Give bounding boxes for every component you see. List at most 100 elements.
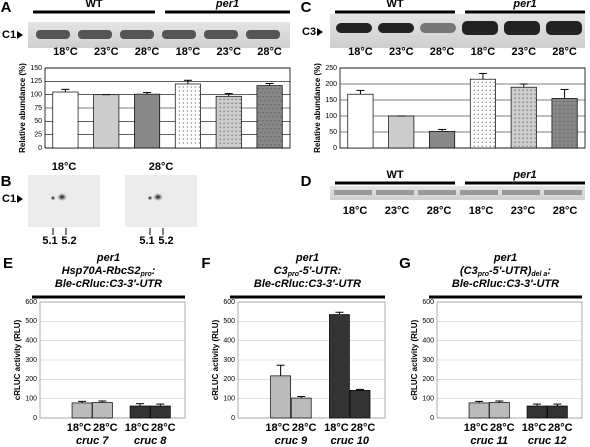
dot-pattern: [530, 105, 532, 107]
y-tick-label: 0: [430, 415, 434, 422]
error-bar: [533, 403, 542, 407]
dot-pattern: [276, 140, 278, 142]
dot-pattern: [477, 129, 479, 131]
dot-pattern: [514, 101, 516, 103]
dot-pattern: [514, 113, 516, 115]
dot-pattern: [276, 108, 278, 110]
dot-pattern: [186, 94, 188, 96]
dot-pattern: [227, 134, 229, 136]
dot-pattern: [575, 128, 577, 130]
dot-pattern: [493, 113, 495, 115]
dot-pattern: [258, 112, 260, 114]
dot-pattern: [477, 101, 479, 103]
dot-pattern: [223, 138, 225, 140]
dot-pattern: [262, 96, 264, 98]
group-label: cruc 9: [275, 435, 308, 447]
dot-pattern: [231, 102, 233, 104]
y-tick-label: 200: [325, 81, 337, 88]
dot-pattern: [258, 120, 260, 122]
dot-pattern: [231, 142, 233, 144]
error-bar: [143, 92, 152, 95]
dot-pattern: [534, 117, 536, 119]
dot-pattern: [278, 112, 280, 114]
error-bar: [475, 400, 484, 403]
x-tick-label: 18°C: [125, 422, 150, 434]
dot-pattern: [266, 104, 268, 106]
dot-pattern: [186, 102, 188, 104]
dot-pattern: [194, 94, 196, 96]
dot-pattern: [518, 125, 520, 127]
dot-pattern: [190, 118, 192, 120]
dot-pattern: [266, 112, 268, 114]
dot-pattern: [555, 144, 557, 146]
dot-pattern: [575, 140, 577, 142]
dot-pattern: [481, 137, 483, 139]
dot-pattern: [274, 112, 276, 114]
dot-pattern: [278, 88, 280, 90]
dot-pattern: [493, 97, 495, 99]
dot-pattern: [493, 117, 495, 119]
dot-pattern: [481, 113, 483, 115]
y-tick-label: 100: [30, 92, 42, 99]
dot-pattern: [268, 108, 270, 110]
dot-pattern: [493, 141, 495, 143]
bar: [526, 405, 548, 419]
dot-pattern: [280, 132, 282, 134]
dot-pattern: [262, 104, 264, 106]
dot-pattern: [522, 145, 524, 147]
panel-letter: C: [301, 0, 312, 16]
dot-pattern: [182, 118, 184, 120]
dot-pattern: [190, 142, 192, 144]
dot-pattern: [575, 132, 577, 134]
dot-pattern: [260, 100, 262, 102]
dot-pattern: [223, 126, 225, 128]
title-part: :: [152, 265, 156, 277]
dot-pattern: [231, 110, 233, 112]
x-tick-label: 28°C: [93, 422, 118, 434]
x-tick-label: 18°C: [265, 422, 290, 434]
dot-pattern: [571, 116, 573, 118]
dot-pattern: [239, 106, 241, 108]
group-label: cruc 7: [76, 435, 109, 447]
dot-pattern: [280, 108, 282, 110]
temp-label: 23°C: [511, 205, 536, 217]
dot-pattern: [276, 92, 278, 94]
dot-pattern: [235, 126, 237, 128]
dot-pattern: [270, 88, 272, 90]
bar: [546, 405, 568, 419]
dot-pattern: [235, 118, 237, 120]
dot-pattern: [178, 114, 180, 116]
chart-title: per1: [295, 252, 319, 264]
title-part: pro: [139, 271, 152, 278]
dot-pattern: [571, 108, 573, 110]
dot-pattern: [481, 133, 483, 135]
temp-label: 23°C: [385, 205, 410, 217]
dot-pattern: [530, 141, 532, 143]
x-tick-label: 18°C: [53, 46, 78, 58]
panel-letter: D: [301, 173, 312, 190]
title-part: -5′-UTR): [489, 265, 532, 277]
dot-pattern: [481, 125, 483, 127]
dot-pattern: [481, 109, 483, 111]
dot-pattern: [219, 102, 221, 104]
dot-pattern: [522, 121, 524, 123]
marker-arrow: [17, 31, 23, 39]
dot-pattern: [231, 118, 233, 120]
dot-pattern: [489, 89, 491, 91]
dot-pattern: [182, 114, 184, 116]
dot-pattern: [481, 121, 483, 123]
dot-pattern: [518, 121, 520, 123]
dot-pattern: [178, 122, 180, 124]
dot-pattern: [534, 105, 536, 107]
dot-pattern: [182, 90, 184, 92]
band: [36, 30, 70, 39]
dot-pattern: [567, 108, 569, 110]
dot-pattern: [235, 106, 237, 108]
dot-pattern: [182, 86, 184, 88]
dot-pattern: [186, 142, 188, 144]
dot-pattern: [278, 104, 280, 106]
dot-pattern: [567, 120, 569, 122]
group-label: per1: [512, 169, 536, 181]
dot-pattern: [485, 125, 487, 127]
